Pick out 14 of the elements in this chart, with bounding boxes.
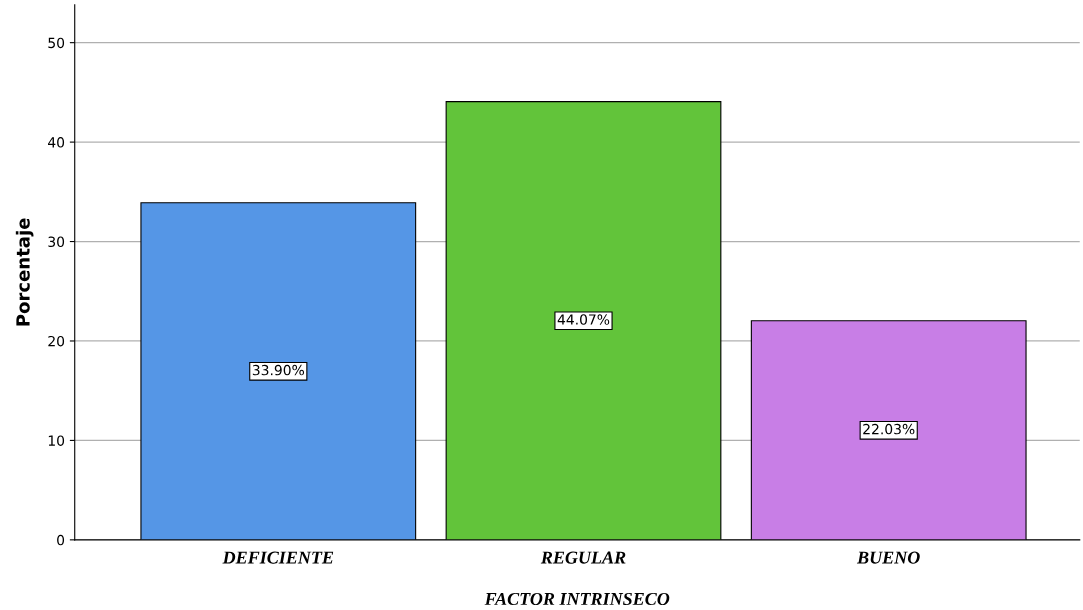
data-label: 33.90% [252, 364, 305, 376]
y-tick-label: 40 [48, 137, 65, 148]
x-axis-title: FACTOR INTRINSECO [484, 592, 670, 606]
x-tick-label: BUENO [856, 551, 920, 564]
y-tick-label: 30 [48, 236, 65, 248]
data-label: 22.03% [863, 423, 915, 435]
y-tick-label: 10 [48, 435, 65, 446]
y-tick-label: 0 [57, 534, 65, 546]
y-axis-title: Porcentaje [15, 218, 34, 326]
y-tick-label: 20 [48, 335, 65, 347]
data-label: 44.07% [557, 314, 610, 325]
y-tick-label: 50 [48, 37, 65, 49]
x-tick-label: REGULAR [540, 551, 626, 564]
x-tick-label: DEFICIENTE [222, 551, 334, 564]
